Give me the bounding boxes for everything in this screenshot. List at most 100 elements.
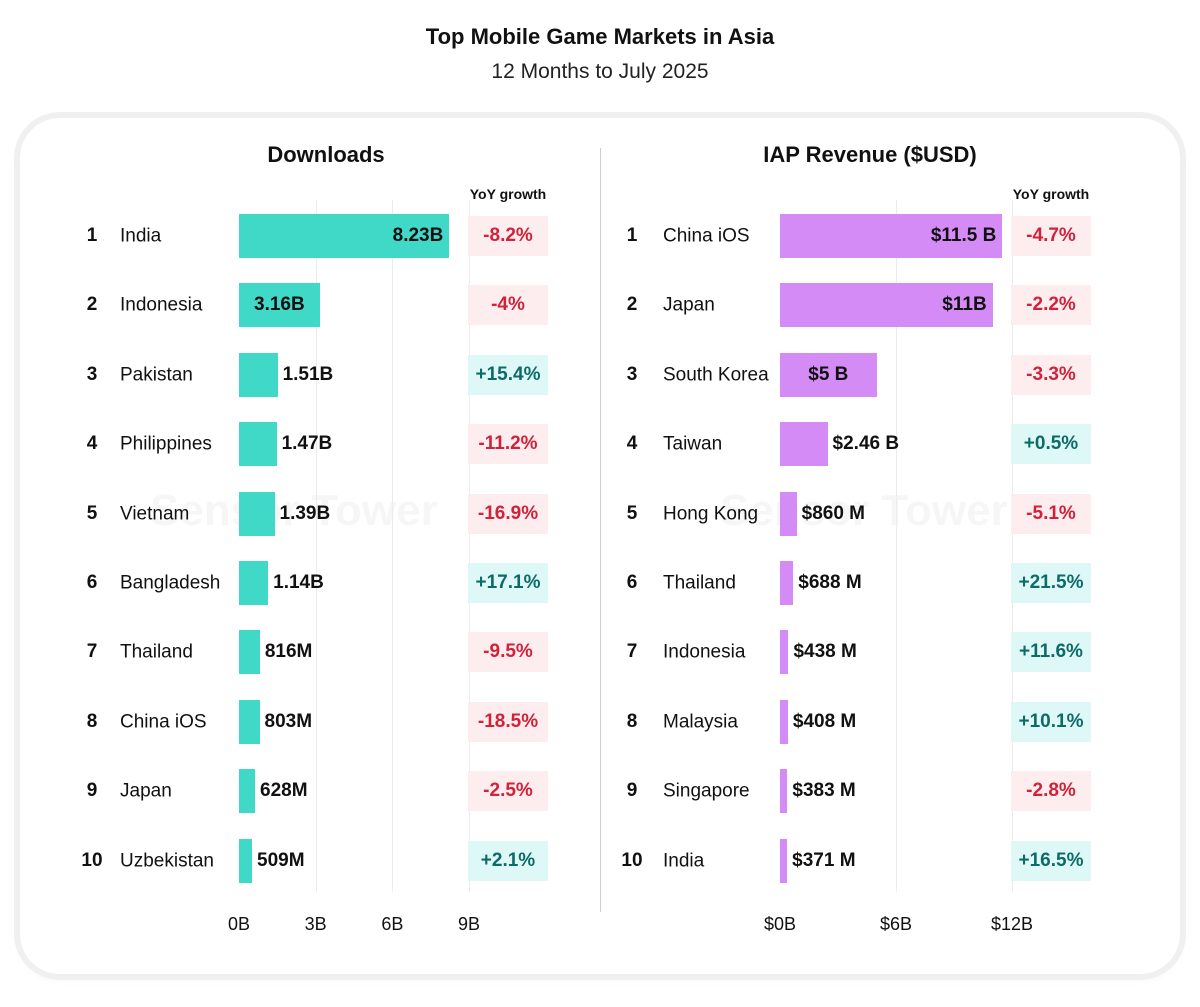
bar — [239, 561, 269, 605]
rank-number: 4 — [86, 433, 98, 455]
x-tick-label: 0B — [227, 914, 251, 934]
gridline — [469, 200, 470, 892]
category-label: Japan — [120, 780, 172, 802]
value-label: 1.47B — [281, 433, 333, 455]
bar — [239, 491, 275, 536]
growth-badge-negative: -2.5% — [468, 771, 548, 812]
value-label: 3.16B — [254, 294, 305, 316]
value-label: $371 M — [792, 849, 856, 871]
rank-number: 7 — [86, 641, 98, 663]
value-label: 628M — [260, 780, 308, 802]
rank-number: 4 — [626, 433, 638, 455]
growth-badge-positive: +16.5% — [1011, 840, 1091, 881]
value-label: $11B — [942, 294, 987, 316]
rank-number: 2 — [626, 294, 638, 316]
x-tick-label: $6B — [879, 914, 913, 934]
growth-badge-negative: -18.5% — [468, 701, 548, 742]
category-label: Uzbekistan — [120, 850, 214, 872]
value-label: $5 B — [808, 363, 849, 385]
category-label: Malaysia — [663, 711, 738, 733]
value-label: 803M — [264, 710, 313, 732]
growth-badge-positive: +0.5% — [1011, 424, 1091, 465]
category-label: Vietnam — [120, 503, 190, 525]
x-tick-label: $0B — [763, 914, 797, 934]
gridline — [1012, 200, 1013, 892]
rank-number: 2 — [86, 294, 98, 316]
category-label: Philippines — [120, 433, 212, 455]
bar — [239, 838, 252, 883]
rank-number: 10 — [621, 849, 643, 871]
growth-badge-negative: -2.2% — [1011, 285, 1091, 326]
value-label: 509M — [257, 849, 305, 871]
value-label: $11.5 B — [930, 225, 997, 246]
panel-divider — [600, 148, 601, 912]
category-label: Pakistan — [120, 364, 193, 386]
bar — [780, 630, 789, 675]
bar — [780, 491, 797, 536]
value-label: $688 M — [798, 572, 862, 593]
growth-badge-positive: +11.6% — [1011, 632, 1091, 673]
bar — [780, 214, 1003, 258]
bar — [780, 699, 788, 744]
bar — [780, 352, 877, 397]
rank-number: 1 — [86, 225, 98, 246]
x-tick-label: 3B — [304, 914, 327, 934]
growth-badge-positive: +15.4% — [468, 354, 548, 395]
value-label: 816M — [264, 641, 313, 663]
x-tick-label: 9B — [457, 914, 481, 934]
category-label: Thailand — [663, 572, 736, 594]
category-label: South Korea — [663, 364, 769, 386]
rank-number: 9 — [626, 780, 638, 802]
chart-title: Top Mobile Game Markets in Asia — [425, 24, 775, 49]
rank-number: 10 — [81, 849, 103, 871]
growth-badge-negative: -11.2% — [468, 424, 548, 465]
gridline — [896, 200, 897, 892]
bar — [239, 422, 277, 467]
rank-number: 7 — [626, 641, 638, 663]
bar — [780, 283, 993, 328]
rank-number: 6 — [626, 572, 638, 593]
gridline — [392, 200, 394, 892]
bar — [780, 838, 788, 883]
panel-title: IAP Revenue ($USD) — [763, 142, 977, 167]
growth-badge-negative: -4% — [468, 285, 548, 326]
rank-number: 3 — [626, 363, 638, 385]
growth-badge-positive: +2.1% — [468, 840, 548, 881]
bar — [780, 561, 794, 605]
category-label: India — [120, 225, 162, 247]
growth-badge-negative: -8.2% — [468, 216, 548, 256]
panel-title: Downloads — [267, 142, 385, 167]
category-label: Japan — [663, 294, 715, 316]
growth-badge-negative: -2.8% — [1011, 771, 1091, 812]
growth-column-header: YoY growth — [1012, 186, 1090, 202]
value-label: $383 M — [792, 780, 856, 802]
rank-number: 9 — [86, 780, 98, 802]
value-label: $860 M — [801, 502, 865, 524]
growth-badge-negative: -3.3% — [1011, 354, 1091, 395]
category-label: Indonesia — [663, 641, 746, 663]
bar — [780, 769, 788, 814]
category-label: Thailand — [120, 641, 193, 663]
bar — [239, 214, 450, 258]
value-label: 1.14B — [273, 572, 324, 593]
bar — [780, 422, 828, 467]
growth-badge-negative: -5.1% — [1011, 493, 1091, 534]
category-label: Bangladesh — [120, 572, 221, 594]
value-label: 1.39B — [279, 502, 331, 524]
growth-badge-positive: +10.1% — [1011, 701, 1091, 742]
growth-badge-positive: +21.5% — [1011, 563, 1091, 603]
rank-number: 6 — [86, 572, 98, 593]
bar — [239, 352, 278, 397]
x-tick-label: $12B — [990, 914, 1034, 934]
category-label: Hong Kong — [663, 503, 759, 525]
growth-badge-negative: -9.5% — [468, 632, 548, 673]
value-label: 8.23B — [392, 225, 444, 246]
rank-number: 3 — [86, 363, 98, 385]
category-label: Singapore — [663, 780, 750, 802]
rank-number: 5 — [86, 502, 98, 524]
category-label: China iOS — [120, 711, 207, 733]
value-label: $2.46 B — [832, 433, 900, 455]
category-label: Indonesia — [120, 294, 203, 316]
bar — [239, 699, 260, 744]
category-label: Taiwan — [663, 433, 723, 455]
